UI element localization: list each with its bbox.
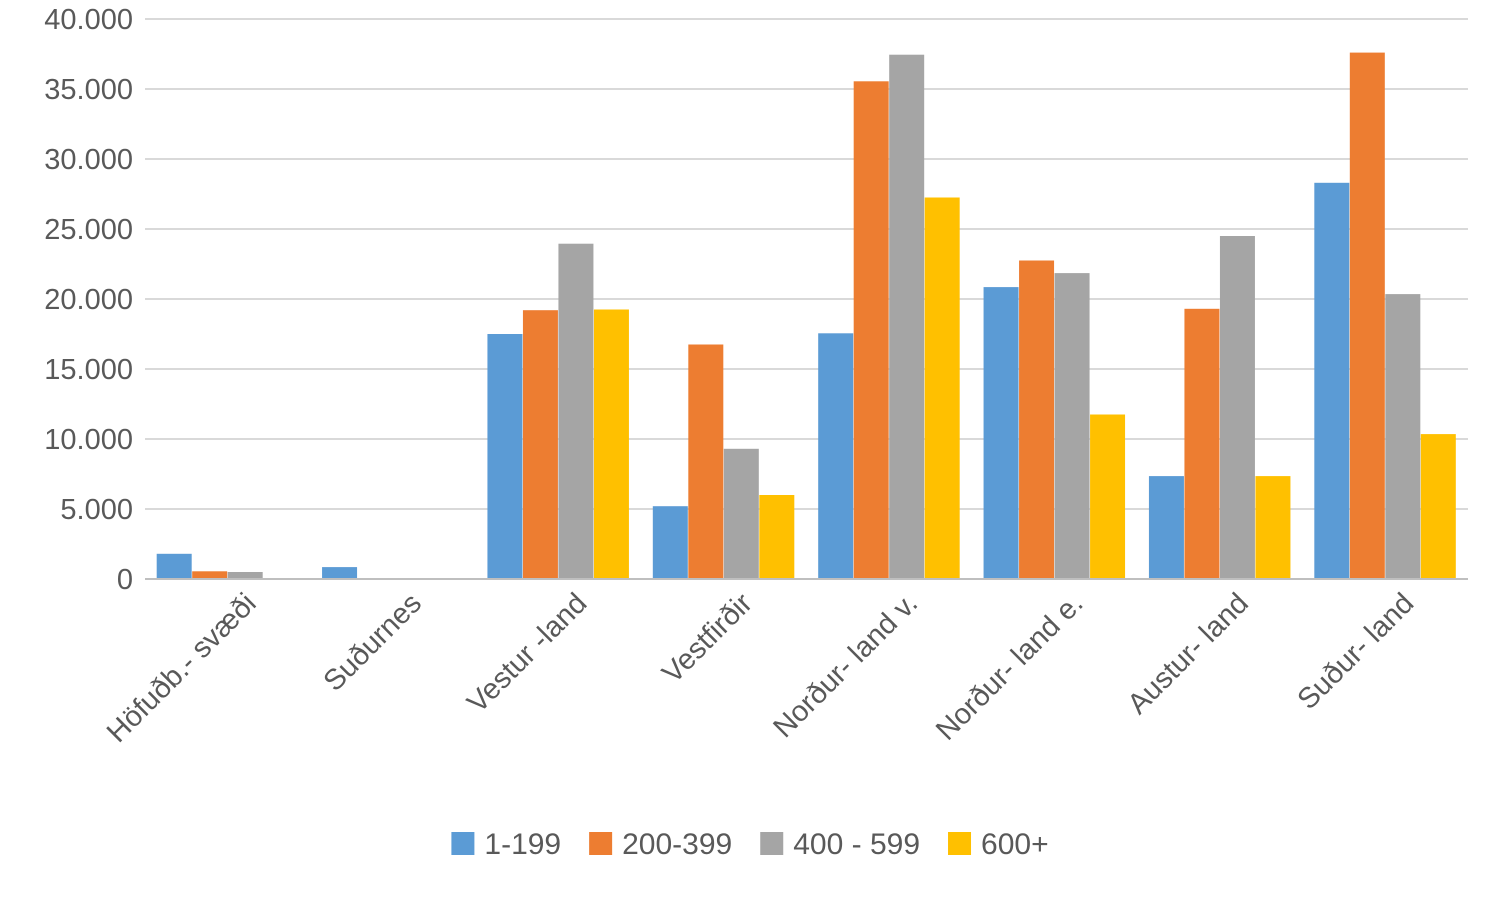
bar (192, 571, 228, 579)
gridlines (145, 18, 1468, 510)
bar (1255, 476, 1291, 579)
bar (593, 309, 629, 579)
legend-swatch (589, 832, 613, 855)
bar (1054, 273, 1090, 579)
x-category-label: Vestur -land (461, 587, 593, 719)
legend-label: 1-199 (484, 828, 561, 861)
y-axis-tick-labels: 0 5.000 10.000 15.000 20.000 25.000 30.000 35.0… (44, 4, 133, 596)
x-axis-category-labels: Höfuðb.- svæði Suðurnes Vestur -land Vestfi… (101, 587, 1420, 749)
bar (487, 334, 523, 579)
legend: 1-199 200-399 400 - 599 600+ (451, 828, 1049, 861)
bar (688, 344, 724, 579)
legend-label: 600+ (981, 828, 1049, 861)
bar (924, 197, 960, 579)
y-tick-label: 10.000 (44, 424, 133, 456)
bar (1385, 294, 1421, 579)
bars (156, 52, 1456, 580)
bar (1184, 308, 1220, 579)
bar (818, 333, 854, 579)
legend-swatch (451, 832, 475, 855)
legend-item: 400 - 599 (760, 828, 920, 861)
bar (889, 54, 925, 579)
legend-label: 200-399 (622, 828, 732, 861)
legend-swatch (760, 832, 784, 855)
bar (1219, 236, 1255, 579)
x-category-label: Norður- land v. (767, 587, 924, 744)
legend-item: 600+ (948, 828, 1049, 861)
legend-item: 1-199 (451, 828, 561, 861)
bar (1090, 414, 1126, 579)
x-category-label: Vestfirðir (656, 587, 759, 690)
bar (558, 243, 594, 579)
y-tick-label: 5.000 (60, 494, 133, 526)
bar (723, 448, 759, 579)
y-tick-label: 30.000 (44, 144, 133, 176)
x-category-label: Suður- land (1292, 587, 1421, 716)
bar (759, 495, 795, 579)
y-tick-label: 0 (117, 564, 133, 596)
bar (652, 506, 688, 579)
bar (522, 310, 558, 579)
bar (1420, 434, 1456, 579)
legend-swatch (948, 832, 972, 855)
bar (1349, 52, 1385, 580)
x-category-label: Suðurnes (318, 587, 428, 697)
bar (983, 287, 1019, 579)
legend-item: 200-399 (589, 828, 732, 861)
legend-label: 400 - 599 (793, 828, 920, 861)
x-category-label: Norður- land e. (930, 587, 1089, 746)
bar (227, 572, 263, 579)
y-tick-label: 40.000 (44, 4, 133, 36)
x-category-label: Austur- land (1122, 587, 1255, 720)
y-tick-label: 25.000 (44, 214, 133, 246)
y-tick-label: 35.000 (44, 74, 133, 106)
x-category-label: Höfuðb.- svæði (101, 587, 263, 749)
bar (853, 81, 889, 580)
bar (1019, 260, 1055, 579)
bar (1314, 182, 1350, 580)
y-tick-label: 15.000 (44, 354, 133, 386)
bar (156, 553, 192, 579)
bar (1148, 476, 1184, 579)
y-tick-label: 20.000 (44, 284, 133, 316)
bar (322, 567, 358, 579)
